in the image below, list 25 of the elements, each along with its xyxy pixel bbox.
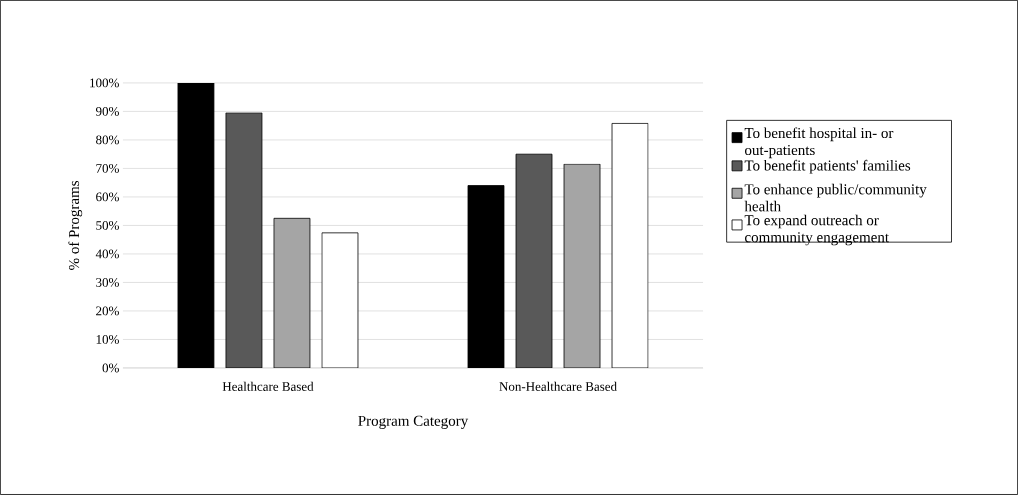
bar: [563, 163, 601, 369]
x-tick-label: Healthcare Based: [222, 381, 314, 391]
y-tick-label: 90%: [95, 107, 119, 116]
y-tick-label: 70%: [96, 164, 119, 173]
legend-label: To expand outreach or community engagement: [744, 214, 889, 246]
legend-label: To benefit patients' families: [744, 159, 911, 174]
bar: [611, 123, 649, 369]
y-tick-label: 80%: [96, 135, 119, 145]
bar: [321, 232, 359, 369]
y-tick-label: 60%: [96, 192, 119, 202]
y-tick-label: 20%: [96, 306, 119, 316]
bar: [225, 112, 263, 369]
y-tick-label: 10%: [96, 335, 119, 344]
y-tick-label: 40%: [95, 249, 119, 259]
legend-label: To enhance public/community health: [744, 183, 927, 212]
y-tick-label: 0%: [102, 363, 119, 373]
legend-label: To benefit hospital in- or out-patients: [744, 127, 894, 159]
bar: [515, 153, 553, 369]
x-axis-title: Program Category: [358, 415, 469, 429]
y-axis-title: % of Programs: [68, 181, 83, 270]
y-tick-label: 30%: [96, 278, 119, 287]
y-tick-label: 50%: [96, 221, 119, 230]
x-tick-label: Non-Healthcare Based: [499, 381, 617, 391]
y-tick-label: 100%: [90, 78, 119, 88]
bar: [273, 217, 311, 369]
